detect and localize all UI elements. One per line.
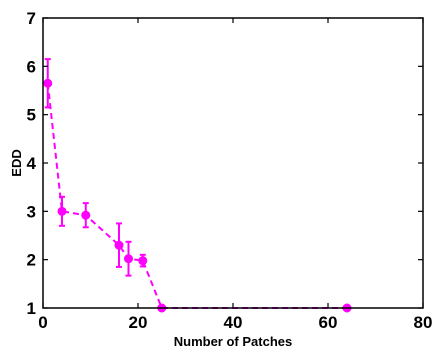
y-tick-label-5: 6	[27, 57, 36, 76]
data-point-3	[114, 240, 124, 250]
data-point-4	[124, 254, 133, 264]
data-point-2	[81, 210, 91, 220]
y-axis-label: EDD	[9, 149, 24, 176]
x-tick-label-1: 20	[129, 313, 148, 332]
y-tick-label-3: 4	[27, 154, 37, 173]
x-tick-label-4: 80	[414, 313, 433, 332]
x-axis-label: Number of Patches	[174, 334, 292, 349]
y-tick-label-6: 7	[27, 9, 36, 28]
data-point-1	[57, 206, 67, 216]
x-tick-label-2: 40	[224, 313, 243, 332]
y-tick-label-4: 5	[27, 106, 36, 125]
chart-axes: 0 20 40 60 80 1 2 3 4 5 6 7	[27, 9, 433, 332]
y-tick-label-1: 2	[27, 251, 36, 270]
plot-area	[43, 18, 423, 308]
x-tick-label-3: 60	[319, 313, 338, 332]
data-point-0	[43, 78, 53, 88]
x-tick-label-0: 0	[38, 313, 47, 332]
data-point-5	[138, 256, 148, 266]
y-tick-label-2: 3	[27, 202, 36, 221]
y-tick-label-0: 1	[27, 299, 36, 318]
